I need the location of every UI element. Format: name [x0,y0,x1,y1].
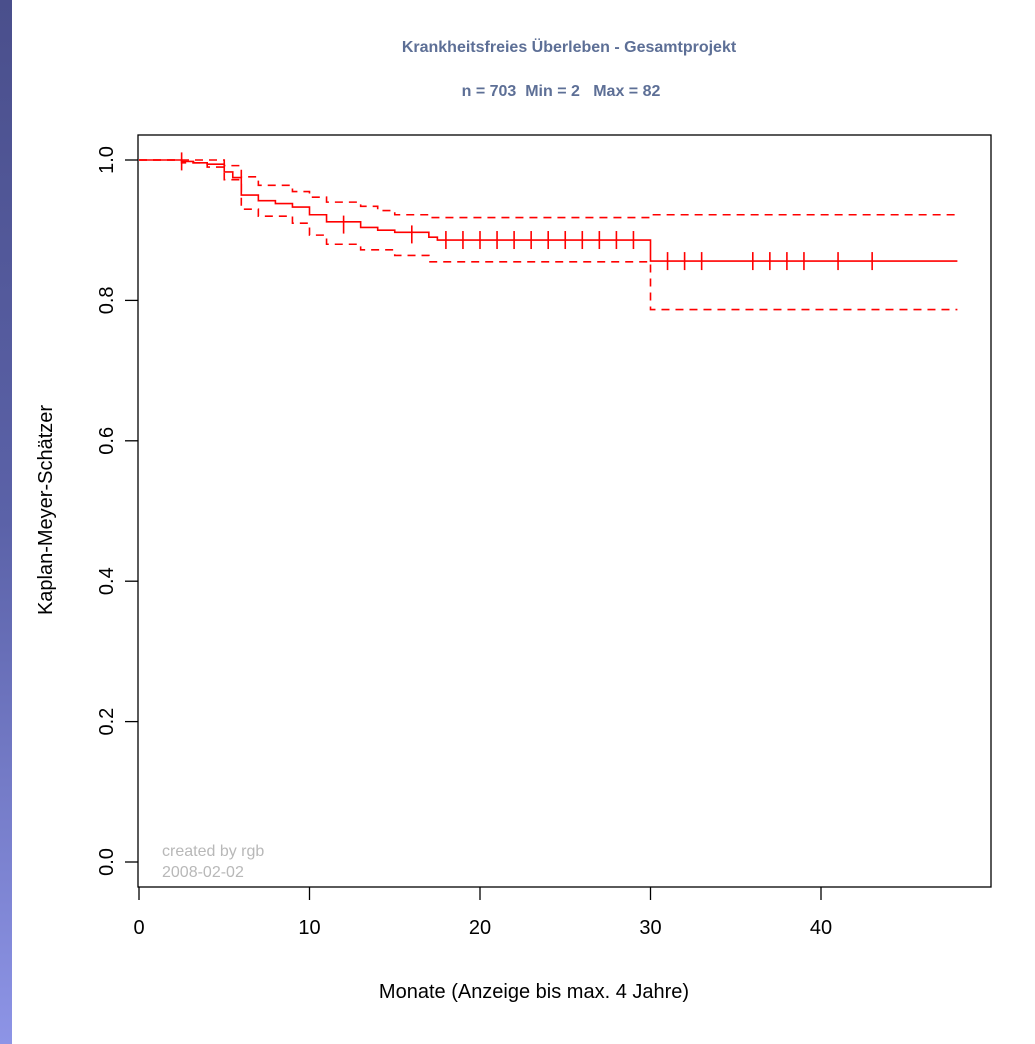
x-tick-label: 0 [133,917,144,939]
y-tick-label: 0.4 [96,567,118,595]
y-tick-label: 0.8 [96,286,118,314]
km-chart: Krankheitsfreies Überleben - Gesamtproje… [35,37,992,1003]
x-axis-title: Monate (Anzeige bis max. 4 Jahre) [379,981,689,1003]
y-tick-label: 1.0 [96,146,118,174]
chart-panel: Krankheitsfreies Überleben - Gesamtproje… [12,0,1035,1044]
x-axis: 0 10 20 30 40 [133,887,832,939]
series-lower_confidence [139,159,958,311]
y-tick-label: 0.0 [96,848,118,876]
x-tick-label: 30 [639,917,661,939]
y-axis-title: Kaplan-Meyer-Schätzer [35,405,57,615]
y-axis: 0.0 0.2 0.4 0.6 0.8 1.0 [96,146,138,876]
chart-subtitle: n = 703 Min = 2 Max = 82 [462,83,661,100]
x-tick-label: 10 [298,917,320,939]
censor-marks [180,152,873,271]
chart-title: Krankheitsfreies Überleben - Gesamtproje… [402,37,737,56]
x-tick-label: 40 [810,917,832,939]
plot-frame [137,134,992,888]
y-tick-label: 0.2 [96,708,118,736]
credit-author: created by rgb [162,843,264,860]
series-layer [139,159,958,311]
x-tick-label: 20 [469,917,491,939]
y-tick-label: 0.6 [96,427,118,455]
series-upper_confidence [139,159,958,219]
credit-date: 2008-02-02 [162,864,244,881]
